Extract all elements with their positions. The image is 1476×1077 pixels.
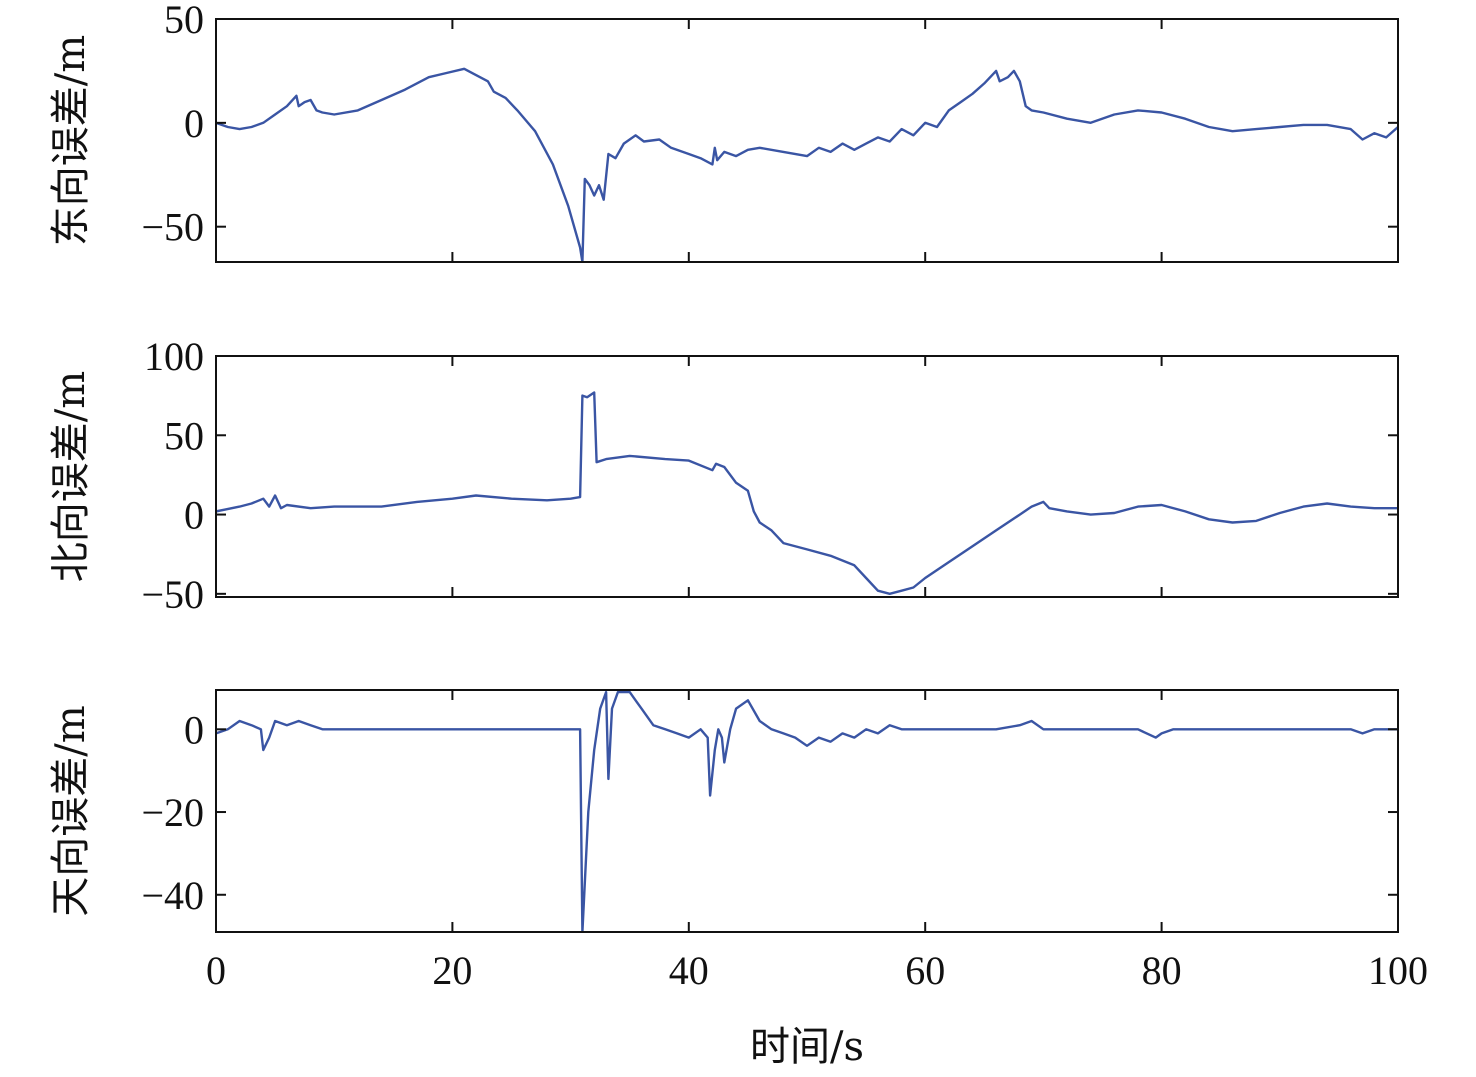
panels: 50 0 −50 东向误差/m 100 50 0 −50 北向误差/m 0 −20 −40 天向误差/m <box>48 0 1399 933</box>
y-axis-label: 天向误差/m <box>48 705 94 916</box>
series-line-panel-3 <box>216 690 1398 932</box>
series-line-panel-1 <box>216 67 1398 262</box>
panel-3: 0 −20 −40 天向误差/m <box>48 689 1399 933</box>
y-tick-label: 0 <box>184 493 204 538</box>
y-axis-label: 北向误差/m <box>48 371 94 582</box>
y-tick-label: 50 <box>164 413 204 458</box>
y-axis-label: 东向误差/m <box>48 35 94 246</box>
y-tick-label: 100 <box>144 334 204 379</box>
y-tick-label: −20 <box>141 790 204 835</box>
series-line-panel-2 <box>216 391 1398 595</box>
x-tick-label: 80 <box>1142 948 1182 993</box>
axes-frame <box>215 355 1399 598</box>
y-tick-label: 0 <box>184 707 204 752</box>
x-tick-labels: 0 20 40 60 80 100 <box>206 948 1428 993</box>
x-tick-label: 100 <box>1368 948 1428 993</box>
panel-1: 50 0 −50 东向误差/m <box>48 0 1399 263</box>
panel-2: 100 50 0 −50 北向误差/m <box>48 334 1399 617</box>
x-tick-label: 40 <box>669 948 709 993</box>
y-tick-label: 0 <box>184 101 204 146</box>
axes-frame <box>215 18 1399 263</box>
axes-frame <box>215 689 1399 933</box>
y-tick-label: −40 <box>141 873 204 918</box>
x-tick-label: 0 <box>206 948 226 993</box>
x-tick-label: 60 <box>905 948 945 993</box>
y-tick-label: −50 <box>141 205 204 250</box>
x-axis-label: 时间/s <box>750 1024 864 1070</box>
y-tick-label: −50 <box>141 572 204 617</box>
y-tick-label: 50 <box>164 0 204 42</box>
x-tick-label: 20 <box>432 948 472 993</box>
